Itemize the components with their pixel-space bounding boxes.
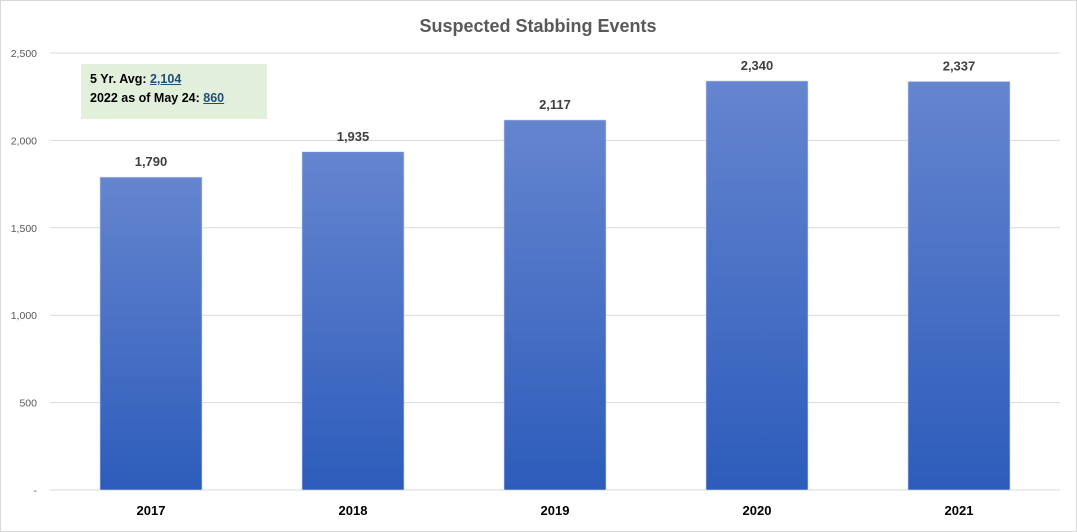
- data-label: 1,790: [135, 154, 168, 169]
- avg-label: 5 Yr. Avg:: [90, 72, 150, 86]
- bar-2020: [705, 80, 809, 491]
- x-tick-label: 2021: [945, 503, 974, 518]
- avg-value[interactable]: 2,104: [149, 72, 182, 86]
- data-labels: 1,790 1,935 2,117 2,340 2,337: [135, 58, 976, 169]
- x-axis: 2017 2018 2019 2020 2021: [137, 503, 974, 518]
- ytd-value[interactable]: 860: [203, 91, 225, 105]
- y-tick-label: 1,000: [11, 310, 37, 322]
- avg-line: 5 Yr. Avg: 2,104: [90, 70, 267, 89]
- data-label: 1,935: [337, 129, 370, 144]
- bar-2017: [99, 176, 203, 491]
- data-label: 2,340: [741, 58, 774, 73]
- ytd-label: 2022 as of May 24:: [90, 91, 204, 105]
- data-label: 2,117: [539, 97, 571, 112]
- chart-title: Suspected Stabbing Events: [419, 16, 656, 36]
- bar-2019: [503, 119, 607, 491]
- bar-2018: [301, 151, 405, 491]
- x-tick-label: 2017: [137, 503, 166, 518]
- data-label: 2,337: [943, 58, 976, 73]
- x-tick-label: 2020: [743, 503, 772, 518]
- bars: [99, 80, 1011, 491]
- summary-annotation-box: 5 Yr. Avg: 2,104 2022 as of May 24: 860: [81, 64, 267, 119]
- y-tick-label: 2,500: [11, 48, 37, 60]
- y-tick-label: -: [34, 485, 38, 497]
- ytd-line: 2022 as of May 24: 860: [90, 89, 267, 108]
- y-tick-label: 500: [19, 398, 37, 410]
- y-axis: - 500 1,000 1,500 2,000 2,500: [11, 48, 38, 497]
- y-tick-label: 2,000: [11, 135, 37, 147]
- x-tick-label: 2018: [339, 503, 368, 518]
- bar-2021: [907, 81, 1011, 491]
- x-tick-label: 2019: [541, 503, 570, 518]
- y-tick-label: 1,500: [11, 223, 37, 235]
